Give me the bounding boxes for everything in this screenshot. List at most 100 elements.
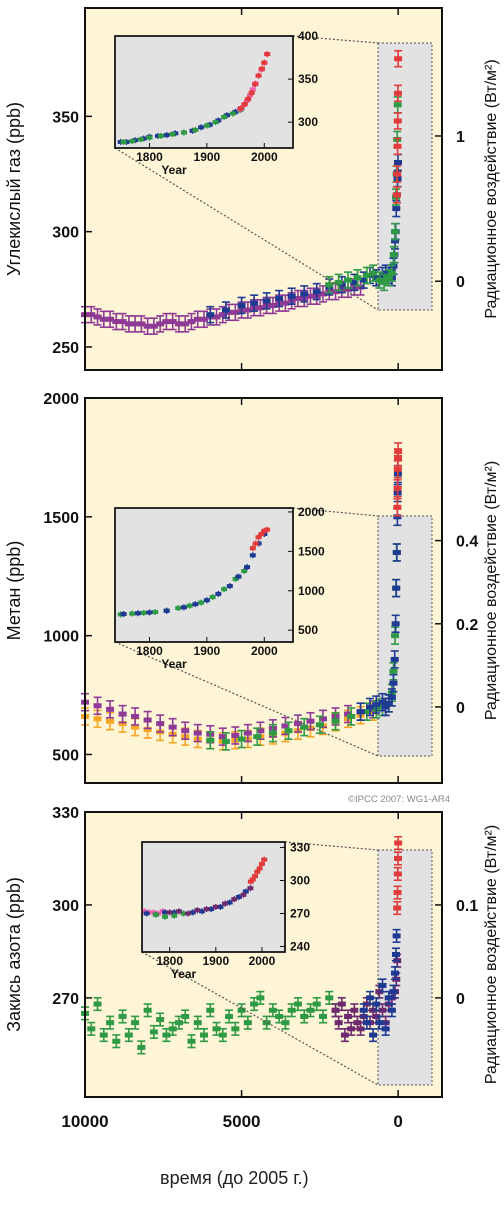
y-axis-label: Углекислый газ (ppb)	[4, 102, 24, 276]
data-point	[387, 694, 396, 700]
series-4	[392, 49, 403, 204]
data-point	[131, 1020, 140, 1026]
data-point	[287, 1007, 296, 1013]
data-point	[237, 736, 246, 742]
inset-data-point	[226, 900, 233, 905]
data-point	[394, 56, 403, 62]
data-point	[394, 840, 403, 846]
inset-data-point	[129, 139, 136, 144]
data-point	[124, 1032, 133, 1038]
data-point	[268, 730, 277, 736]
inset-data-point	[209, 595, 216, 600]
inset-data-point	[203, 598, 210, 603]
data-point	[369, 1032, 378, 1038]
inset-data-point	[248, 90, 255, 95]
inset-data-point	[203, 907, 210, 912]
data-point	[393, 143, 402, 149]
data-point	[306, 293, 315, 299]
data-point	[391, 621, 400, 627]
inset-data-point	[152, 610, 159, 615]
data-point	[275, 1013, 284, 1019]
inset-data-point	[255, 535, 262, 540]
inset-data-point	[258, 532, 265, 537]
data-point	[394, 159, 403, 165]
data-point	[231, 309, 240, 315]
data-point	[389, 680, 398, 686]
data-point	[389, 263, 398, 269]
inset-x-label: Year	[161, 657, 187, 671]
inset-y-tick-label: 2000	[298, 505, 325, 519]
inset-y-tick-label: 300	[290, 874, 310, 888]
data-point	[181, 321, 190, 327]
data-point	[392, 192, 401, 198]
inset-data-point	[146, 610, 153, 615]
panel-3: 270 300 330 0 0.1 Закись азота (ppb) Радиацион…	[4, 805, 500, 1098]
inset-y-tick-label: 400	[298, 29, 318, 43]
data-point	[99, 316, 108, 322]
data-point	[393, 102, 402, 108]
data-point	[394, 855, 403, 861]
inset-data-point	[212, 904, 219, 909]
data-point	[281, 1020, 290, 1026]
data-point	[362, 272, 371, 278]
data-point	[347, 1026, 356, 1032]
inset-y-tick-label: 240	[290, 940, 310, 954]
data-point	[187, 1038, 196, 1044]
inset-data-point	[134, 611, 141, 616]
data-point	[353, 275, 362, 281]
data-point	[392, 585, 401, 591]
data-point	[143, 323, 152, 329]
inset-data-point	[240, 892, 247, 897]
x-tick-label: 5000	[223, 1112, 261, 1131]
inset-data-point	[141, 909, 148, 914]
data-point	[221, 307, 230, 313]
data-point	[384, 995, 393, 1001]
data-point	[387, 1007, 396, 1013]
inset-x-tick-label: 1800	[156, 954, 183, 968]
y2-tick-label: 1	[456, 129, 465, 146]
data-point	[131, 321, 140, 327]
inset-data-point	[146, 135, 153, 140]
y2-axis-label: Радиационное воздействие (Вт/м²)	[483, 825, 500, 1084]
data-point	[356, 709, 365, 715]
inset-data-point	[166, 910, 173, 915]
data-point	[378, 982, 387, 988]
data-point	[384, 275, 393, 281]
data-point	[237, 1007, 246, 1013]
data-point	[306, 718, 315, 724]
inset-frame	[114, 35, 294, 149]
data-point	[300, 291, 309, 297]
data-point	[300, 724, 309, 730]
data-point	[319, 291, 327, 297]
inset-data-point	[169, 132, 176, 137]
data-point	[365, 704, 374, 710]
plot-frame	[84, 811, 443, 1098]
inset-x-tick-label: 2000	[249, 954, 276, 968]
data-point	[375, 277, 384, 283]
y-tick-label: 500	[52, 747, 79, 764]
y-tick-label: 270	[52, 991, 79, 1008]
inset-series-3	[152, 910, 187, 920]
data-point	[319, 1013, 327, 1019]
data-point	[212, 314, 221, 320]
inset-data-point	[150, 910, 157, 915]
inset-data-point	[162, 914, 169, 919]
data-point	[334, 1020, 343, 1026]
data-point	[378, 1007, 387, 1013]
data-point	[359, 1007, 368, 1013]
data-point	[256, 728, 265, 734]
inset-data-point	[198, 600, 205, 605]
data-point	[389, 989, 398, 995]
series-4	[393, 835, 403, 916]
data-point	[340, 1032, 349, 1038]
inset-data-point	[203, 123, 210, 128]
y2-axis-label: Радиационное воздействие (Вт/м²)	[483, 461, 500, 720]
y-axis-label: Закись азота (ppb)	[4, 877, 24, 1032]
inset-data-point	[221, 587, 228, 592]
data-point	[106, 1020, 115, 1026]
data-point	[375, 1020, 384, 1026]
y-tick-label: 350	[52, 109, 79, 126]
data-point	[381, 704, 390, 710]
series-1	[81, 990, 340, 1055]
